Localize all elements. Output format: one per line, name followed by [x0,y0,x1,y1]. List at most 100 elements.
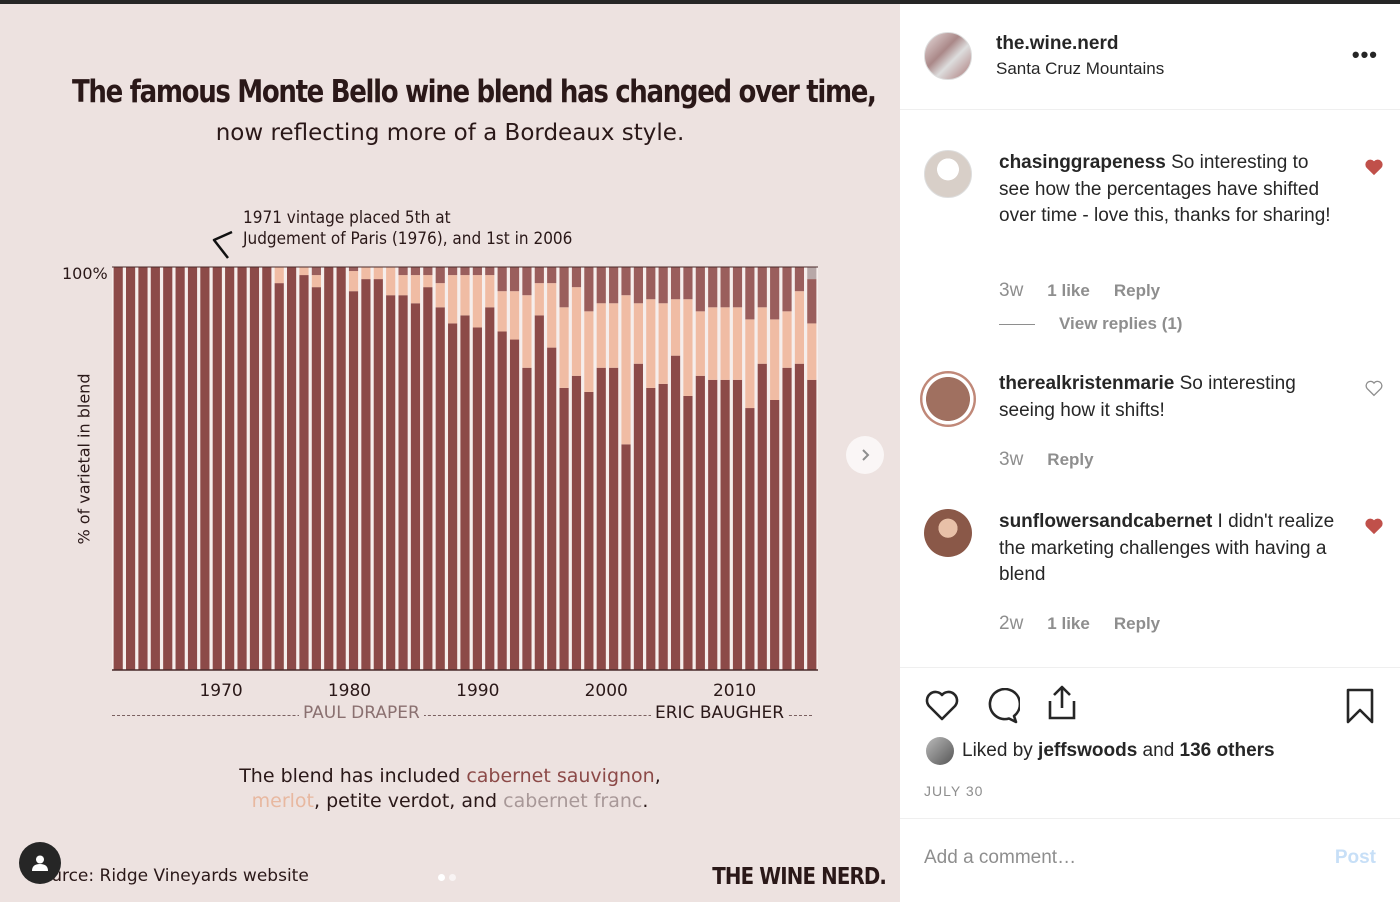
bar-segment-cabernet-sauvignon [485,307,495,670]
bar-segment-merlot [386,267,396,296]
bar-segment-merlot [770,319,780,400]
bookmark-icon[interactable] [1344,688,1376,724]
source-note: Source: Ridge Vineyards website [30,866,309,886]
bar-segment-petite-verdot [571,267,582,288]
carousel-dot-active[interactable] [438,874,445,881]
bar-segment-merlot [497,291,507,332]
comment-body: I didn't realize the marketing challenge… [999,511,1335,585]
commenter-avatar[interactable] [920,371,976,427]
x-tick-label: 1990 [456,681,499,701]
comment-likes[interactable]: 1 like [1047,614,1090,633]
owner-username[interactable]: the.wine.nerd [996,33,1119,54]
view-replies-label: View replies (1) [1059,314,1183,333]
bar-segment-cabernet-sauvignon [683,395,693,670]
era-paul-draper: PAUL DRAPER [299,703,424,723]
user-tag-button[interactable] [19,842,61,884]
comment-username[interactable]: sunflowersandcabernet [999,511,1213,532]
bar-segment-petite-verdot [410,267,421,276]
comment-username[interactable]: chasinggrapeness [999,152,1166,173]
bar-segment-cabernet-sauvignon [757,363,767,670]
post-comment-button[interactable]: Post [1334,847,1376,868]
bar-segment-merlot [299,267,309,276]
likes-count[interactable]: 136 others [1179,740,1275,761]
bar-segment-merlot [720,307,730,380]
bar-segment-cabernet-sauvignon [262,267,272,670]
comment-time[interactable]: 3w [999,280,1024,301]
blend-text-mid: , petite verdot, and [314,790,504,812]
liker-username[interactable]: jeffswoods [1038,740,1138,761]
bar-segment-cabernet-sauvignon [138,267,148,670]
annotation-line-2: Judgement of Paris (1976), and 1st in 20… [243,229,573,249]
heart-icon[interactable] [1364,158,1384,176]
heart-icon[interactable] [924,688,960,722]
reply-button[interactable]: Reply [1047,450,1094,469]
bar-segment-merlot [757,307,767,364]
bar-segment-cabernet-sauvignon [361,279,371,670]
carousel-dots [438,874,456,881]
liker-avatar[interactable] [926,737,954,765]
bar-segment-cabernet-sauvignon [287,267,297,670]
comment-time[interactable]: 2w [999,613,1024,634]
bar-segment-merlot [745,319,755,409]
next-slide-button[interactable] [846,436,884,474]
comment-time[interactable]: 3w [999,449,1024,470]
comment-likes[interactable]: 1 like [1047,281,1090,300]
legend-cabernet-sauvignon: cabernet sauvignon [466,765,655,787]
legend-merlot: merlot [251,790,314,812]
bar-segment-cabernet-sauvignon [311,287,321,670]
comment-icon[interactable] [984,688,1020,724]
bar-segment-merlot [435,283,445,308]
heart-outline-icon[interactable] [1364,379,1384,397]
bar-segment-merlot [658,303,668,384]
bar-segment-cabernet-sauvignon [621,444,631,670]
bar-segment-petite-verdot [435,267,445,284]
view-replies-button[interactable]: View replies (1) [999,314,1182,334]
bar-segment-cabernet-sauvignon [658,383,668,670]
heart-icon[interactable] [1364,517,1384,535]
bar-segment-cabernet-sauvignon [150,267,160,670]
commenter-avatar[interactable] [924,150,972,198]
bar-segment-petite-verdot [745,267,755,320]
chevron-right-icon [862,449,870,461]
reply-button[interactable]: Reply [1113,614,1161,633]
stacked-bar-chart: 1970 1980 1990 2000 2010 [112,266,818,701]
bar-segment-merlot [708,307,718,380]
bar-segment-merlot [807,323,817,380]
owner-avatar[interactable] [924,32,972,80]
blend-text-comma: , [654,765,661,787]
bar-segment-petite-verdot [398,267,408,276]
comment-meta: 2w 1 like Reply [999,613,1160,635]
bar-segment-merlot [547,283,557,348]
share-icon[interactable] [1044,684,1080,722]
bar-segment-petite-verdot [596,267,606,304]
bar-segment-petite-verdot [423,267,433,276]
bar-segment-petite-verdot [670,267,681,300]
bar-segment-petite-verdot [695,267,705,312]
bar-segment-cabernet-sauvignon [571,375,582,670]
carousel-dot[interactable] [449,874,456,881]
bar-segment-petite-verdot [448,267,458,276]
reply-button[interactable]: Reply [1113,281,1161,300]
bar-segment-cabernet-sauvignon [200,267,210,670]
owner-location[interactable]: Santa Cruz Mountains [996,59,1165,78]
bar-segment-cabernet-sauvignon [497,331,507,670]
x-tick-label: 1970 [199,681,242,701]
bar-segment-cabernet-sauvignon [670,355,681,670]
bar-segment-petite-verdot [782,267,792,312]
more-options-button[interactable]: ••• [1351,42,1378,67]
bar-segment-merlot [794,291,805,364]
bar-segment-merlot [732,307,743,380]
commenter-avatar[interactable] [924,509,972,557]
bar-segment-cabernet-sauvignon [633,363,643,670]
bar-segment-petite-verdot [348,267,359,272]
bar-segment-merlot [633,303,643,364]
comment-username[interactable]: therealkristenmarie [999,373,1175,394]
liked-by-prefix: Liked by [962,740,1039,761]
comment-input[interactable]: Add a comment… [924,847,1077,868]
post-actions [900,667,1400,819]
brand-logo: THE WINE NERD. [712,864,887,890]
bar-segment-cabernet-sauvignon [584,391,594,670]
bar-segment-cabernet-sauvignon [596,367,606,670]
bar-segment-merlot [423,275,433,288]
chart-title: The famous Monte Bello wine blend has ch… [72,74,877,110]
